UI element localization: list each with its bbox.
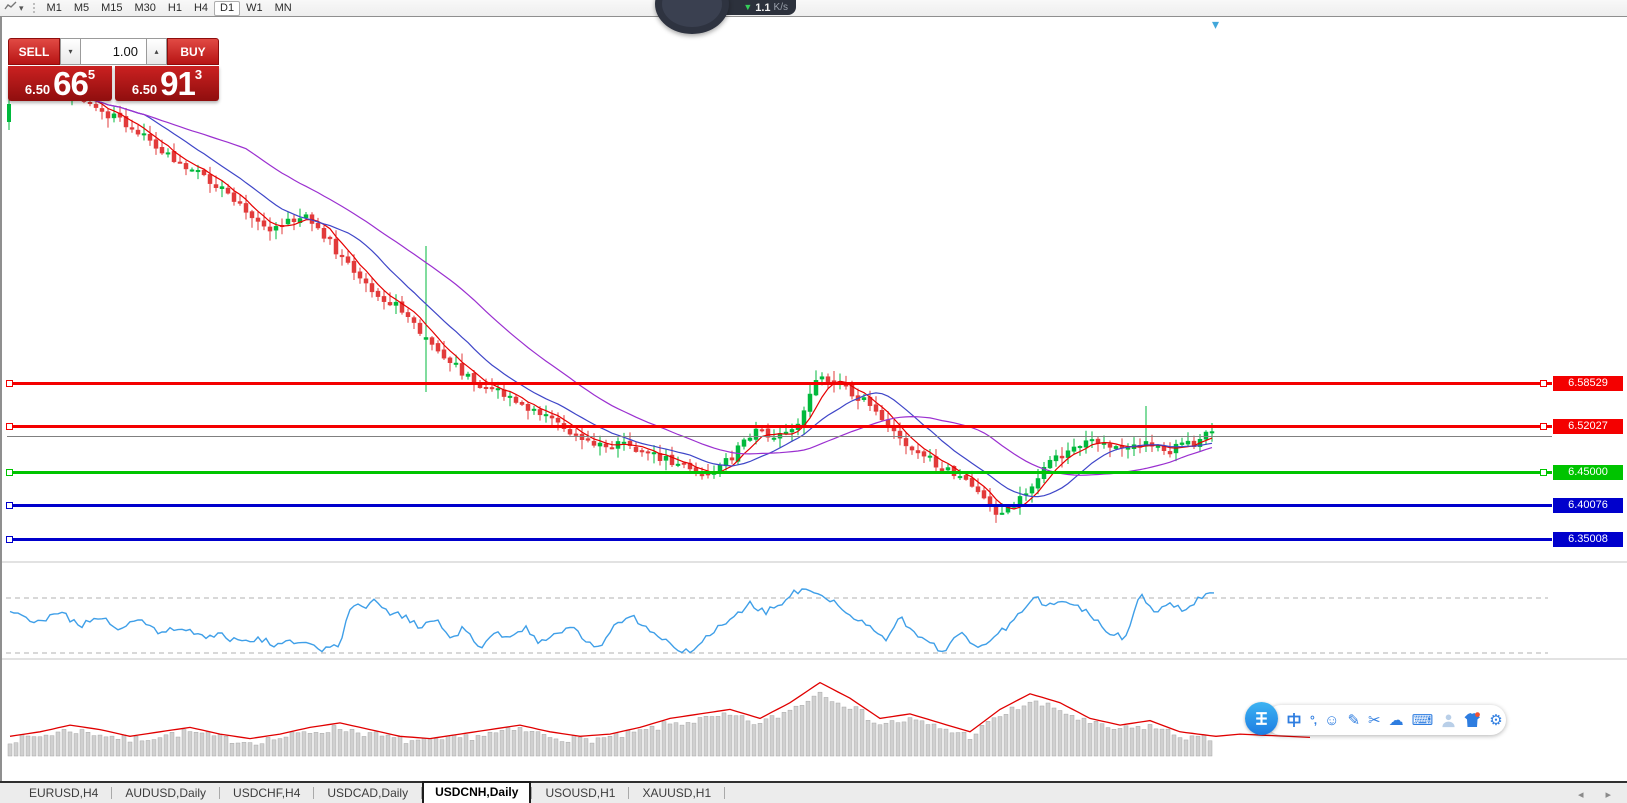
- timeframe-button-w1[interactable]: W1: [246, 2, 263, 14]
- chart-tab-usdchf[interactable]: USDCHF,H4: [233, 785, 301, 800]
- timeframe-button-m30[interactable]: M30: [134, 2, 156, 14]
- buy-button[interactable]: BUY: [167, 38, 219, 65]
- moving-average-medium: [72, 95, 1213, 498]
- sell-price-base: 6.50: [24, 81, 51, 97]
- moving-average-fast: [72, 95, 1213, 510]
- sell-price-pip: 5: [87, 67, 96, 82]
- chart-tab-usousd[interactable]: USOUSD,H1: [545, 785, 616, 800]
- timeframe-button-h1[interactable]: H1: [167, 2, 182, 14]
- sell-button[interactable]: SELL: [8, 38, 60, 65]
- network-speed-badge: ▼ 1.1 K/s: [716, 0, 796, 15]
- line-handle[interactable]: [6, 536, 13, 543]
- chart-tab-bar: EURUSD,H4 AUDUSD,Daily USDCHF,H4 USDCAD,Dai…: [0, 781, 1627, 803]
- chinese-mode-icon[interactable]: [1286, 712, 1302, 728]
- chart-tool-icon[interactable]: [4, 0, 17, 17]
- price-axis-label: 6.40076: [1553, 498, 1623, 513]
- pencil-icon[interactable]: ✎: [1347, 711, 1361, 729]
- download-arrow-icon: ▼: [743, 2, 753, 12]
- price-level-line[interactable]: [7, 504, 1552, 507]
- price-axis-label: 6.35008: [1553, 532, 1623, 547]
- scissors-icon[interactable]: ✂: [1368, 711, 1381, 729]
- buy-quote-panel[interactable]: 6.50 91 3: [115, 66, 219, 101]
- volume-increase-button[interactable]: ▴: [146, 38, 167, 65]
- timeframe-toolbar: ▾ M1 M5 M15 M30 H1 H4 D1 W1 MN: [0, 0, 1627, 17]
- punctuation-icon[interactable]: °,: [1310, 713, 1317, 727]
- chart-tab-xauusd[interactable]: XAUUSD,H1: [642, 785, 712, 800]
- chart-tab-eurusd[interactable]: EURUSD,H4: [29, 785, 99, 800]
- download-speed-unit: K/s: [773, 2, 788, 13]
- chart-dropdown-caret-icon[interactable]: ▾: [1212, 16, 1220, 32]
- tab-separator: [628, 787, 630, 799]
- keyboard-icon[interactable]: ⌨: [1411, 711, 1434, 729]
- price-level-line[interactable]: [7, 382, 1552, 385]
- sell-price-big: 66: [53, 64, 89, 102]
- user-icon[interactable]: [1441, 713, 1456, 728]
- price-axis-label: 6.58529: [1553, 376, 1623, 391]
- ime-logo-icon[interactable]: [1245, 702, 1278, 735]
- chart-tool-dropdown-icon[interactable]: ▾: [19, 2, 24, 13]
- emoji-icon[interactable]: ☺: [1324, 711, 1340, 729]
- tab-scroll-right-icon[interactable]: ▸: [1605, 789, 1611, 801]
- cloud-icon[interactable]: ☁: [1388, 711, 1404, 729]
- buy-price-big: 91: [160, 64, 196, 102]
- price-axis-label: 6.52027: [1553, 419, 1623, 434]
- timeframe-button-d1[interactable]: D1: [214, 0, 241, 16]
- tab-separator: [219, 787, 221, 799]
- line-handle[interactable]: [6, 469, 13, 476]
- buy-price-base: 6.50: [131, 81, 158, 97]
- line-handle[interactable]: [1540, 380, 1547, 387]
- chart-tab-usdcad[interactable]: USDCAD,Daily: [327, 785, 409, 800]
- volume-decrease-button[interactable]: ▾: [60, 38, 81, 65]
- tab-separator: [111, 787, 113, 799]
- ime-toolbar: °, ☺ ✎ ✂ ☁ ⌨ ⚙: [1266, 705, 1506, 735]
- line-handle[interactable]: [6, 380, 13, 387]
- timeframe-button-m15[interactable]: M15: [101, 2, 123, 14]
- toolbar-grip[interactable]: [31, 2, 37, 14]
- price-axis-label: 6.45000: [1553, 465, 1623, 480]
- sell-quote-panel[interactable]: 6.50 66 5: [8, 66, 112, 101]
- tshirt-icon[interactable]: [1464, 712, 1481, 728]
- chart-tab-usdcnh[interactable]: USDCNH,Daily: [422, 781, 532, 803]
- line-handle[interactable]: [1540, 423, 1547, 430]
- line-handle[interactable]: [1540, 469, 1547, 476]
- current-price-line: [7, 436, 1552, 437]
- tab-scroll-left-icon[interactable]: ◂: [1577, 789, 1584, 801]
- price-level-line[interactable]: [7, 425, 1552, 428]
- download-speed-value: 1.1: [755, 1, 771, 14]
- chart-tab-audusd[interactable]: AUDUSD,Daily: [125, 785, 207, 800]
- timeframe-button-h4[interactable]: H4: [193, 2, 209, 14]
- buy-price-pip: 3: [194, 67, 203, 82]
- tab-separator: [313, 787, 315, 799]
- timeframe-button-m5[interactable]: M5: [73, 2, 90, 14]
- price-level-line[interactable]: [7, 471, 1552, 474]
- volume-input[interactable]: [81, 38, 146, 65]
- line-handle[interactable]: [6, 423, 13, 430]
- tab-separator: [421, 787, 423, 799]
- tab-separator: [531, 787, 533, 799]
- timeframe-button-m1[interactable]: M1: [46, 2, 62, 14]
- price-level-line[interactable]: [7, 538, 1552, 541]
- line-handle[interactable]: [6, 502, 13, 509]
- moving-average-slow: [72, 95, 1213, 476]
- one-click-trade-panel: SELL ▾ ▴ BUY 6.50 66 5 6.50 91 3: [8, 38, 219, 101]
- tab-separator: [724, 787, 726, 799]
- timeframe-button-mn[interactable]: MN: [274, 2, 292, 14]
- window-left-border: [0, 17, 2, 781]
- settings-gear-icon[interactable]: ⚙: [1489, 711, 1503, 729]
